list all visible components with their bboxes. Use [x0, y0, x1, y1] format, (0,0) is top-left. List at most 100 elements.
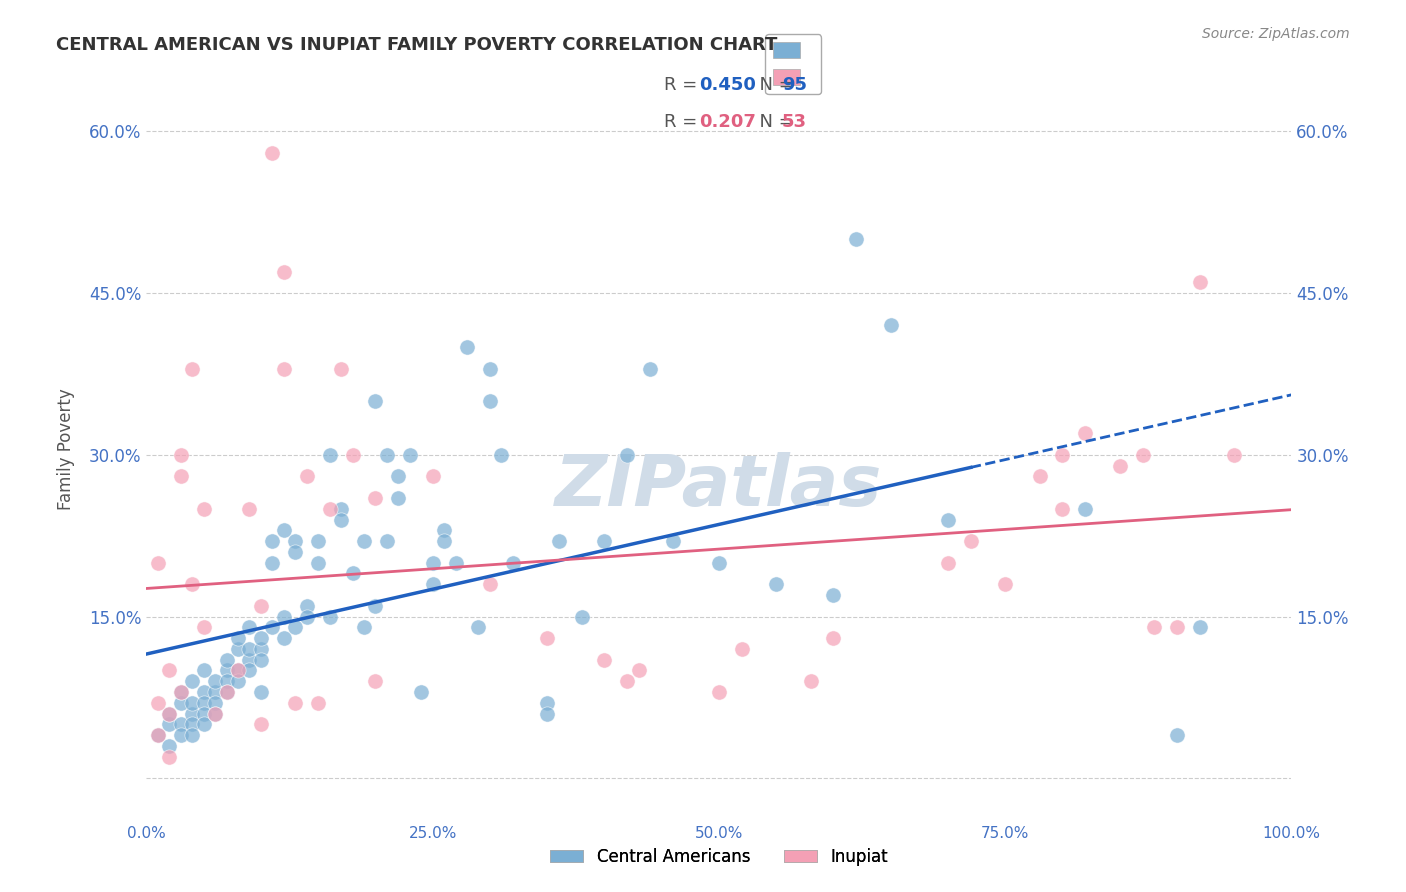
Point	[273, 264, 295, 278]
Point	[226, 674, 249, 689]
Point	[215, 685, 238, 699]
Point	[238, 653, 260, 667]
Point	[157, 706, 180, 721]
Point	[295, 599, 318, 613]
Point	[307, 556, 329, 570]
Point	[170, 717, 193, 731]
Point	[273, 524, 295, 538]
Point	[170, 728, 193, 742]
Point	[146, 556, 169, 570]
Point	[1028, 469, 1050, 483]
Point	[262, 556, 284, 570]
Point	[398, 448, 420, 462]
Point	[707, 556, 730, 570]
Point	[433, 524, 456, 538]
Point	[215, 653, 238, 667]
Point	[273, 631, 295, 645]
Point	[250, 599, 273, 613]
Point	[250, 685, 273, 699]
Point	[284, 534, 307, 549]
Point	[1143, 620, 1166, 634]
Text: 95: 95	[782, 76, 807, 94]
Point	[638, 361, 661, 376]
Point	[193, 620, 215, 634]
Point	[284, 545, 307, 559]
Point	[157, 749, 180, 764]
Point	[262, 534, 284, 549]
Point	[226, 664, 249, 678]
Point	[364, 599, 387, 613]
Point	[879, 318, 901, 333]
Point	[170, 685, 193, 699]
Point	[1188, 275, 1211, 289]
Point	[204, 696, 226, 710]
Point	[181, 696, 204, 710]
Point	[364, 674, 387, 689]
Point	[273, 361, 295, 376]
Point	[433, 534, 456, 549]
Point	[422, 469, 444, 483]
Point	[215, 674, 238, 689]
Point	[193, 664, 215, 678]
Point	[193, 717, 215, 731]
Point	[157, 706, 180, 721]
Point	[330, 501, 353, 516]
Point	[307, 696, 329, 710]
Point	[364, 393, 387, 408]
Point	[238, 642, 260, 657]
Point	[1166, 620, 1188, 634]
Point	[994, 577, 1017, 591]
Point	[204, 674, 226, 689]
Point	[146, 728, 169, 742]
Point	[226, 631, 249, 645]
Point	[1132, 448, 1154, 462]
Point	[536, 696, 558, 710]
Point	[181, 728, 204, 742]
Point	[238, 501, 260, 516]
Point	[295, 609, 318, 624]
Point	[1052, 448, 1074, 462]
Point	[330, 512, 353, 526]
Text: N =: N =	[748, 113, 800, 131]
Point	[491, 448, 513, 462]
Point	[250, 653, 273, 667]
Point	[478, 393, 501, 408]
Point	[146, 696, 169, 710]
Point	[215, 664, 238, 678]
Point	[215, 685, 238, 699]
Point	[170, 696, 193, 710]
Point	[181, 361, 204, 376]
Point	[478, 361, 501, 376]
Point	[731, 642, 754, 657]
Point	[616, 448, 638, 462]
Point	[353, 534, 375, 549]
Point	[204, 706, 226, 721]
Point	[250, 642, 273, 657]
Text: ZIPatlas: ZIPatlas	[555, 452, 883, 521]
Point	[1108, 458, 1130, 473]
Point	[387, 491, 409, 505]
Point	[284, 696, 307, 710]
Point	[1074, 501, 1097, 516]
Point	[387, 469, 409, 483]
Point	[411, 685, 433, 699]
Point	[364, 491, 387, 505]
Point	[262, 145, 284, 160]
Point	[1166, 728, 1188, 742]
Point	[342, 566, 364, 581]
Point	[318, 609, 340, 624]
Point	[170, 685, 193, 699]
Point	[444, 556, 467, 570]
Point	[157, 717, 180, 731]
Point	[226, 642, 249, 657]
Point	[1223, 448, 1246, 462]
Point	[193, 696, 215, 710]
Point	[146, 728, 169, 742]
Point	[181, 706, 204, 721]
Point	[765, 577, 787, 591]
Point	[547, 534, 569, 549]
Point	[422, 556, 444, 570]
Point	[238, 620, 260, 634]
Point	[936, 556, 959, 570]
Point	[170, 448, 193, 462]
